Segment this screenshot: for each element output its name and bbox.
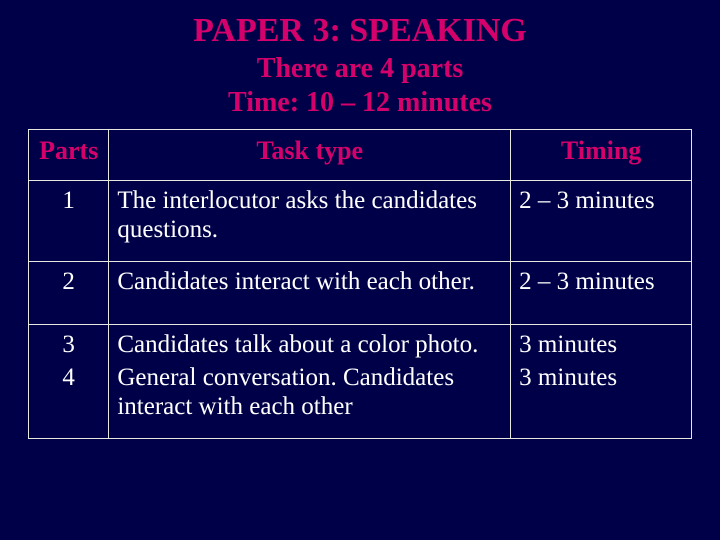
subtitle-line-1: There are 4 parts [257, 53, 464, 84]
table-row: 2 Candidates interact with each other. 2… [29, 261, 692, 325]
cell-timing: 3 minutes [511, 325, 692, 362]
col-header-timing: Timing [511, 130, 692, 181]
subtitle-line-2: Time: 10 – 12 minutes [228, 87, 492, 118]
cell-timing: 2 – 3 minutes [511, 261, 692, 325]
slide-title: PAPER 3: SPEAKING [28, 12, 692, 50]
cell-task: Candidates talk about a color photo. [109, 325, 511, 362]
cell-part: 4 [29, 362, 109, 438]
cell-part: 1 [29, 181, 109, 262]
slide: PAPER 3: SPEAKING There are 4 parts Time… [0, 0, 720, 540]
cell-timing: 3 minutes [511, 362, 692, 438]
parts-table: Parts Task type Timing 1 The interlocuto… [28, 129, 692, 439]
cell-timing: 2 – 3 minutes [511, 181, 692, 262]
slide-subtitle: There are 4 parts Time: 10 – 12 minutes [28, 52, 692, 119]
table-header-row: Parts Task type Timing [29, 130, 692, 181]
table-row: 3 Candidates talk about a color photo. 3… [29, 325, 692, 362]
table-row: 1 The interlocutor asks the candidates q… [29, 181, 692, 262]
cell-part: 3 [29, 325, 109, 362]
cell-task: The interlocutor asks the candidates que… [109, 181, 511, 262]
col-header-parts: Parts [29, 130, 109, 181]
table-row: 4 General conversation. Candidates inter… [29, 362, 692, 438]
cell-task: Candidates interact with each other. [109, 261, 511, 325]
col-header-task: Task type [109, 130, 511, 181]
cell-part: 2 [29, 261, 109, 325]
cell-task: General conversation. Candidates interac… [109, 362, 511, 438]
